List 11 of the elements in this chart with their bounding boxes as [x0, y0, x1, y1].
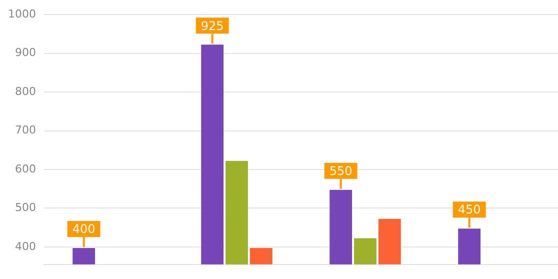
y-tick-label: 1000: [8, 7, 36, 20]
y-tick-label: 900: [14, 46, 36, 60]
data-label: 400: [72, 222, 96, 236]
y-tick-label: 600: [14, 162, 36, 176]
y-tick-label: 800: [14, 84, 36, 98]
y-tick-label: 400: [14, 240, 36, 253]
data-label: 925: [200, 18, 224, 33]
y-tick-label: 500: [14, 201, 36, 214]
data-label: 550: [329, 164, 352, 178]
y-tick-label: 700: [14, 124, 36, 137]
data-label: 450: [458, 202, 481, 217]
